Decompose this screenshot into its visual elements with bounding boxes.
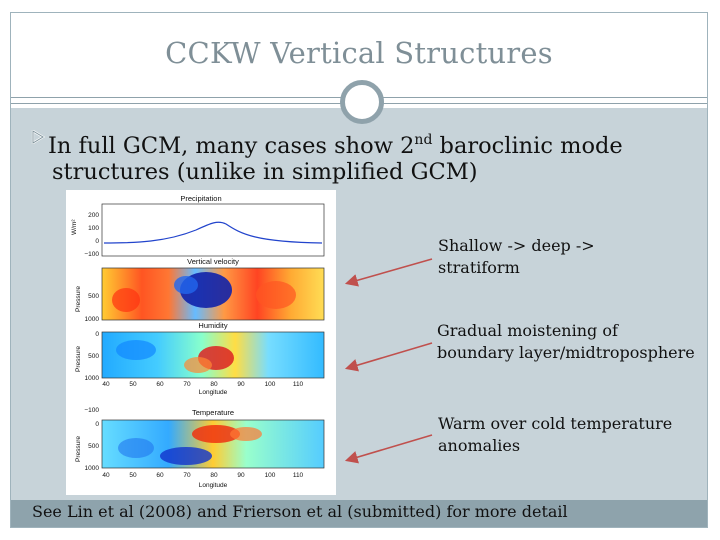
annotation-temperature: Warm over cold temperature anomalies (438, 413, 672, 457)
humidity-ylabel: Pressure (75, 346, 82, 372)
bullet-text-tail: baroclinic mode (432, 133, 623, 159)
temperature-ylabel: Pressure (75, 436, 82, 462)
humidity-xtick: 110 (293, 381, 304, 388)
humidity-xtick: 90 (237, 381, 245, 388)
humidity-xtick: 100 (265, 381, 276, 388)
temperature-xtick: 70 (183, 472, 191, 479)
temperature-cold-anomaly (160, 447, 212, 465)
bullet-text: In full GCM, many cases show 2nd barocli… (48, 124, 698, 163)
temperature-xtick: 80 (210, 472, 218, 479)
precip-ytick-0: 0 (95, 238, 99, 245)
annotation-line: Warm over cold temperature (438, 414, 673, 433)
temperature-ytick-1000: 1000 (85, 465, 100, 472)
temperature-ytick-minus100: −100 (84, 407, 99, 414)
humidity-ytick-500: 500 (88, 353, 99, 360)
precip-ytick-200: 200 (88, 212, 99, 219)
annotation-line: anomalies (438, 436, 521, 455)
temperature-xlabel: Longitude (199, 482, 228, 489)
bullet-text-line2: structures (unlike in simplified GCM) (52, 159, 478, 185)
humidity-xtick: 50 (129, 381, 137, 388)
footer-reference: See Lin et al (2008) and Frierson et al … (32, 502, 568, 521)
annotation-line: boundary layer/midtroposphere (437, 343, 695, 362)
annotation-line: stratiform (438, 258, 520, 277)
precip-ytick-minus100: −100 (84, 251, 99, 258)
temperature-xtick: 50 (129, 472, 137, 479)
footer-band (11, 500, 707, 527)
humidity-xtick: 60 (156, 381, 164, 388)
precip-curve (103, 221, 323, 244)
precip-ytick-100: 100 (88, 225, 99, 232)
vv-ytick-500: 500 (88, 293, 99, 300)
temperature-xtick: 40 (102, 472, 110, 479)
temperature-xtick: 90 (237, 472, 245, 479)
humidity-ytick-1000: 1000 (85, 375, 100, 382)
arrow-temperature (344, 434, 433, 464)
temperature-ytick-500: 500 (88, 443, 99, 450)
annotation-line: Shallow -> deep -> (438, 236, 595, 255)
annotation-humidity: Gradual moistening of boundary layer/mid… (437, 320, 695, 364)
bullet-icon (31, 130, 46, 144)
bullet-superscript: nd (414, 132, 433, 148)
temperature-xtick: 100 (265, 472, 276, 479)
humidity-ytick-0: 0 (95, 331, 99, 338)
temperature-warm-anomaly (192, 425, 240, 443)
humidity-xlabel: Longitude (199, 389, 228, 396)
title-circle-ornament (340, 80, 384, 124)
humidity-xtick: 40 (102, 381, 110, 388)
temperature-ytick-0: 0 (95, 421, 99, 428)
slide-frame (10, 12, 708, 528)
precip-title: Precipitation (180, 194, 221, 203)
slide-title: CCKW Vertical Structures (165, 36, 553, 70)
vv-title: Vertical velocity (187, 257, 239, 266)
ckw-composite-figure: Precipitation W/m² 200 100 0 −100 Vertic… (66, 190, 336, 495)
temperature-xtick: 60 (156, 472, 164, 479)
temperature-title: Temperature (192, 408, 234, 417)
humidity-xticks: 40 50 60 70 80 90 100 110 (102, 381, 303, 388)
vv-ytick-1000: 1000 (85, 316, 100, 323)
humidity-title: Humidity (198, 321, 227, 330)
temperature-xticks: 40 50 60 70 80 90 100 110 (102, 472, 303, 479)
arrow-vertical-velocity (344, 258, 433, 287)
precip-ylabel: W/m² (71, 219, 78, 235)
bullet-text-main: In full GCM, many cases show 2 (48, 133, 415, 159)
temperature-xtick: 110 (293, 472, 304, 479)
arrow-humidity (344, 342, 433, 372)
annotation-vertical-velocity: Shallow -> deep -> stratiform (438, 235, 595, 279)
humidity-xtick: 70 (183, 381, 191, 388)
vv-ylabel: Pressure (75, 286, 82, 312)
annotation-line: Gradual moistening of (437, 321, 618, 340)
humidity-xtick: 80 (210, 381, 218, 388)
